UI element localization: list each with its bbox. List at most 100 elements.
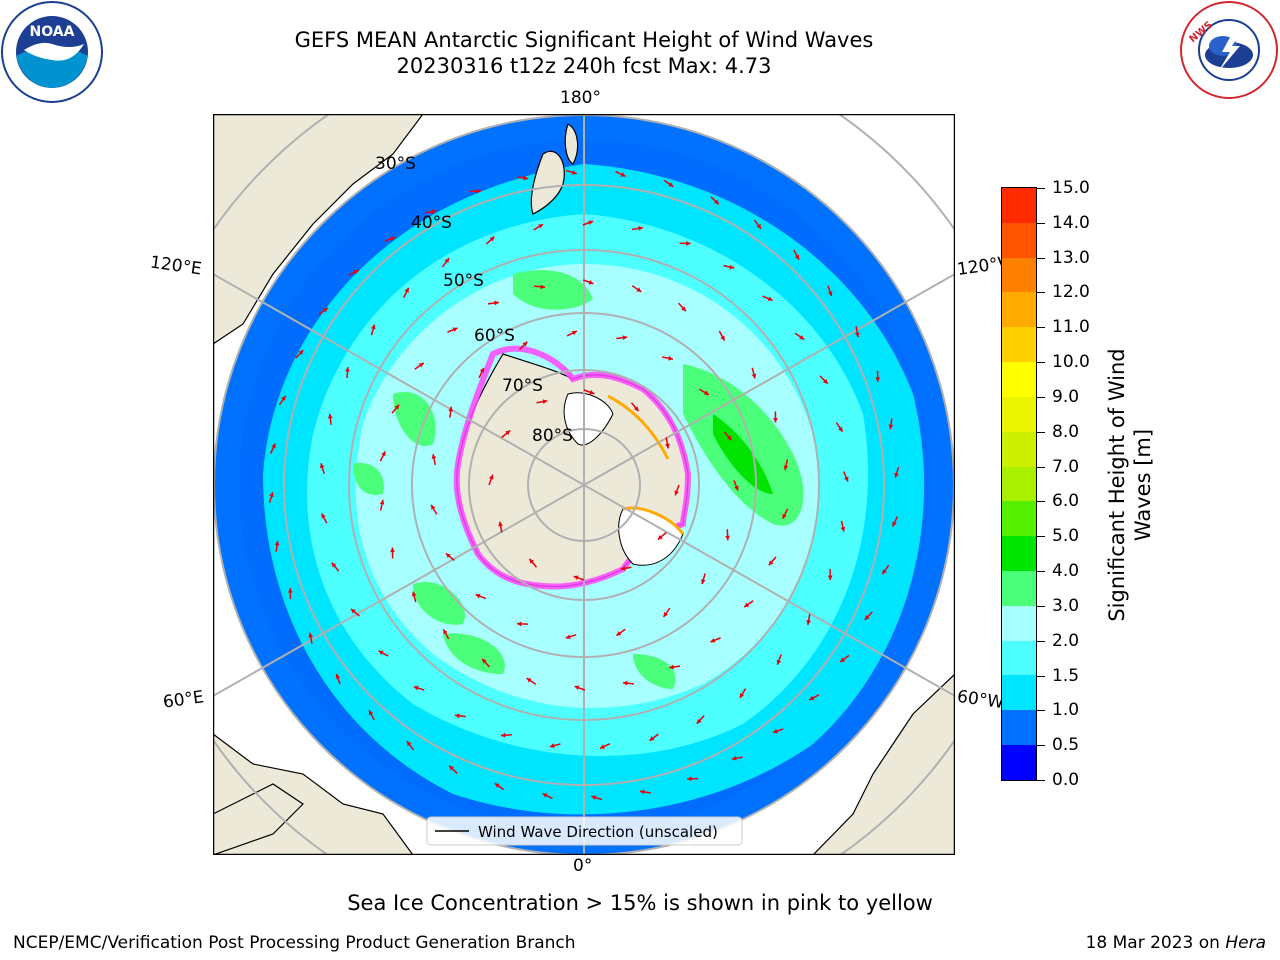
wave-direction-arrow-head [892,521,897,527]
wave-direction-arrow-head [565,634,571,640]
wave-direction-arrow-head [452,327,458,332]
colorbar-tick [1037,536,1045,538]
wave-direction-arrow-head [669,664,674,670]
chart-subtitle: 20230316 t12z 240h fcst Max: 4.73 [396,54,772,78]
wave-direction-arrow-head [840,526,846,532]
wave-direction-arrow-head [844,476,849,482]
wave-direction-arrow-head [638,226,643,231]
wave-direction-arrow-head [522,341,528,347]
wave-direction-arrow-head [335,673,341,679]
colorbar-segment [1002,362,1036,397]
wave-direction-arrow-head [744,602,750,608]
noaa-logo: NOAA [1,1,103,103]
wave-direction-arrow-head [588,279,594,285]
wave-direction-arrow-head [710,638,716,643]
lat-label-60s: 60°S [474,326,515,346]
colorbar-segment [1002,675,1036,711]
wave-direction-arrow-head [838,426,843,432]
wave-direction-arrow-head [599,744,605,749]
wave-direction-arrow-head [589,390,595,395]
wave-direction-arrow-head [454,713,460,719]
footer-date: 18 Mar 2023 on Hera [1086,933,1266,953]
colorbar-tick [1037,466,1045,468]
wave-direction-arrow-head [542,399,548,404]
wave-direction-arrow-head [418,362,424,368]
colorbar-tick [1037,710,1045,712]
wave-direction-arrow-head [298,350,304,355]
colorbar-tick [1037,745,1045,747]
wave-direction-arrow-head [406,741,412,747]
lat-label-70s: 70°S [502,376,543,396]
lat-label-40s: 40°S [411,213,452,233]
wave-direction-arrow-head [714,199,719,205]
wave-direction-arrow-head [443,629,448,635]
wave-direction-arrow-head [794,254,800,260]
footer-date-text: 18 Mar 2023 on [1085,933,1226,953]
wave-direction-arrow-head [827,291,833,297]
wave-direction-arrow-head [322,307,328,313]
wave-direction-arrow-head [379,499,385,505]
colorbar-label: Significant Height of Wind Waves [m] [1105,348,1155,622]
wave-direction-arrow-head [381,451,386,457]
wave-direction-arrow-head [729,264,735,270]
wave-direction-arrow-head [549,743,555,748]
colorbar-segment [1002,570,1036,606]
colorbar-tick-label: 1.5 [1052,665,1080,686]
wave-direction-arrow-head [639,789,645,795]
colorbar-segment [1002,605,1036,641]
colorbar-segment [1002,536,1036,571]
colorbar-tick [1037,222,1045,224]
wave-direction-arrow-head [411,591,417,597]
colorbar-tick-label: 14.0 [1052,212,1090,233]
wave-direction-arrow-head [505,430,511,436]
colorbar-tick-label: 9.0 [1052,386,1080,407]
wave-direction-arrow-head [799,334,805,340]
wave-direction-arrow-head [636,287,642,292]
wave-direction-arrow-head [782,513,787,519]
wave-direction-arrow-head [526,678,532,683]
colorbar-segment [1002,501,1036,537]
colorbar-tick [1037,431,1045,433]
wave-direction-arrow-head [864,615,870,620]
wave-direction-arrow-head [431,209,437,215]
lon-label-60e: 60°E [161,687,206,713]
wave-direction-arrow-head [538,224,544,229]
wave-direction-arrow-head [479,367,485,373]
chart-title: GEFS MEAN Antarctic Significant Height o… [294,28,874,52]
wave-direction-arrow-head [657,534,663,540]
footer-branch: NCEP/EMC/Verification Post Processing Pr… [13,933,576,953]
wave-direction-arrow-head [321,513,326,519]
wave-direction-arrow-head [489,474,494,480]
colorbar-tick [1037,396,1045,398]
wave-direction-arrow-head [390,547,395,552]
wave-direction-arrow-head [331,562,337,568]
colorbar-tick [1037,257,1045,259]
wave-direction-arrow-head [449,765,454,771]
wave-direction-arrow-head [734,485,739,491]
colorbar-tick [1037,362,1045,364]
colorbar-tick [1037,640,1045,642]
colorbar-segment [1002,710,1036,745]
colorbar-tick-label: 15.0 [1052,178,1090,198]
lon-label-120e: 120°E [148,252,203,280]
wave-direction-arrow-head [370,324,376,330]
wave-direction-arrow-head [888,424,894,430]
wave-direction-arrow-head [720,335,725,341]
colorbar-segment [1002,257,1036,293]
wave-direction-arrow-head [751,373,757,379]
wave-direction-arrow-head [840,657,846,663]
wave-direction-arrow-head [529,558,535,564]
footer-machine: Hera [1225,933,1266,953]
wave-direction-arrow-head [327,413,333,419]
wave-direction-arrow-head [404,287,409,293]
wave-direction-arrow-head [353,269,359,275]
wave-direction-arrow-head [448,406,454,412]
colorbar-tick [1037,501,1045,503]
colorbar-segment [1002,396,1036,432]
wave-direction-arrow-head [703,390,709,395]
wave-direction-arrow-head [622,335,628,341]
wave-direction-arrow-head [854,332,860,338]
wave-direction-arrow-head [308,632,314,638]
wave-direction-arrow-head [620,172,626,177]
wave-direction-arrow-head [767,296,773,301]
